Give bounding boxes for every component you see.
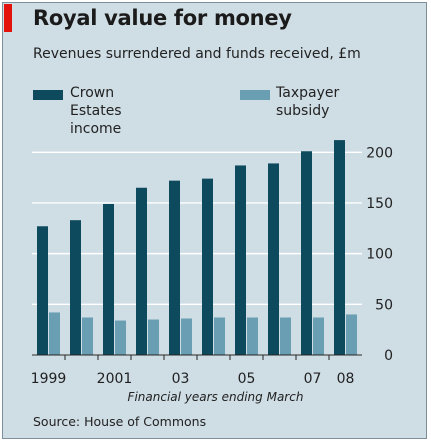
bar-taxpayer-subsidy-1999	[49, 312, 60, 355]
bar-taxpayer-subsidy-05	[247, 317, 258, 355]
source-note: Source: House of Commons	[33, 414, 207, 429]
bar-crown-estates-04	[202, 178, 213, 355]
legend-label-taxpayer-line2: subsidy	[276, 103, 330, 119]
x-tick-label-2001: 2001	[97, 371, 133, 387]
legend-label-crown-estates: Crown Estates income	[70, 84, 122, 138]
bar-crown-estates-03	[169, 180, 180, 355]
bar-crown-estates-2002	[136, 187, 147, 355]
bar-crown-estates-07	[301, 151, 312, 355]
bar-taxpayer-subsidy-2001	[115, 320, 126, 355]
legend-label-taxpayer-subsidy: Taxpayer subsidy	[276, 84, 339, 120]
y-tick-label-0: 0	[384, 348, 393, 364]
bar-taxpayer-subsidy-2002	[148, 319, 159, 355]
x-tick-label-03: 03	[172, 371, 190, 387]
x-tick-label-05: 05	[238, 371, 256, 387]
red-accent-tab	[4, 4, 12, 32]
bar-taxpayer-subsidy-06	[280, 317, 291, 355]
legend-swatch-crown-estates	[33, 90, 63, 100]
bar-taxpayer-subsidy-08	[346, 314, 357, 355]
bar-taxpayer-subsidy-2000	[82, 317, 93, 355]
y-tick-label-200: 200	[366, 145, 393, 161]
y-tick-label-50: 50	[375, 297, 393, 313]
bar-taxpayer-subsidy-07	[313, 317, 324, 355]
bar-crown-estates-2001	[103, 203, 114, 355]
legend-swatch-taxpayer-subsidy	[240, 90, 270, 100]
legend-label-crown-estates-line1: Crown Estates	[70, 85, 122, 119]
legend-label-crown-estates-line2: income	[70, 121, 122, 137]
bar-taxpayer-subsidy-03	[181, 318, 192, 355]
chart-subtitle: Revenues surrendered and funds received,…	[33, 46, 361, 62]
bar-crown-estates-08	[334, 140, 345, 355]
bar-crown-estates-1999	[37, 226, 48, 355]
x-tick-label-08: 08	[337, 371, 355, 387]
chart-title: Royal value for money	[33, 6, 292, 30]
legend-label-taxpayer-line1: Taxpayer	[276, 85, 340, 101]
x-axis-caption: Financial years ending March	[127, 390, 304, 404]
bar-crown-estates-05	[235, 165, 246, 355]
y-tick-label-150: 150	[366, 196, 393, 212]
x-tick-label-1999: 1999	[31, 371, 67, 387]
bar-crown-estates-2000	[70, 220, 81, 355]
x-tick-label-07: 07	[304, 371, 322, 387]
y-tick-label-100: 100	[366, 247, 393, 263]
bar-taxpayer-subsidy-04	[214, 317, 225, 355]
bar-crown-estates-06	[268, 163, 279, 355]
